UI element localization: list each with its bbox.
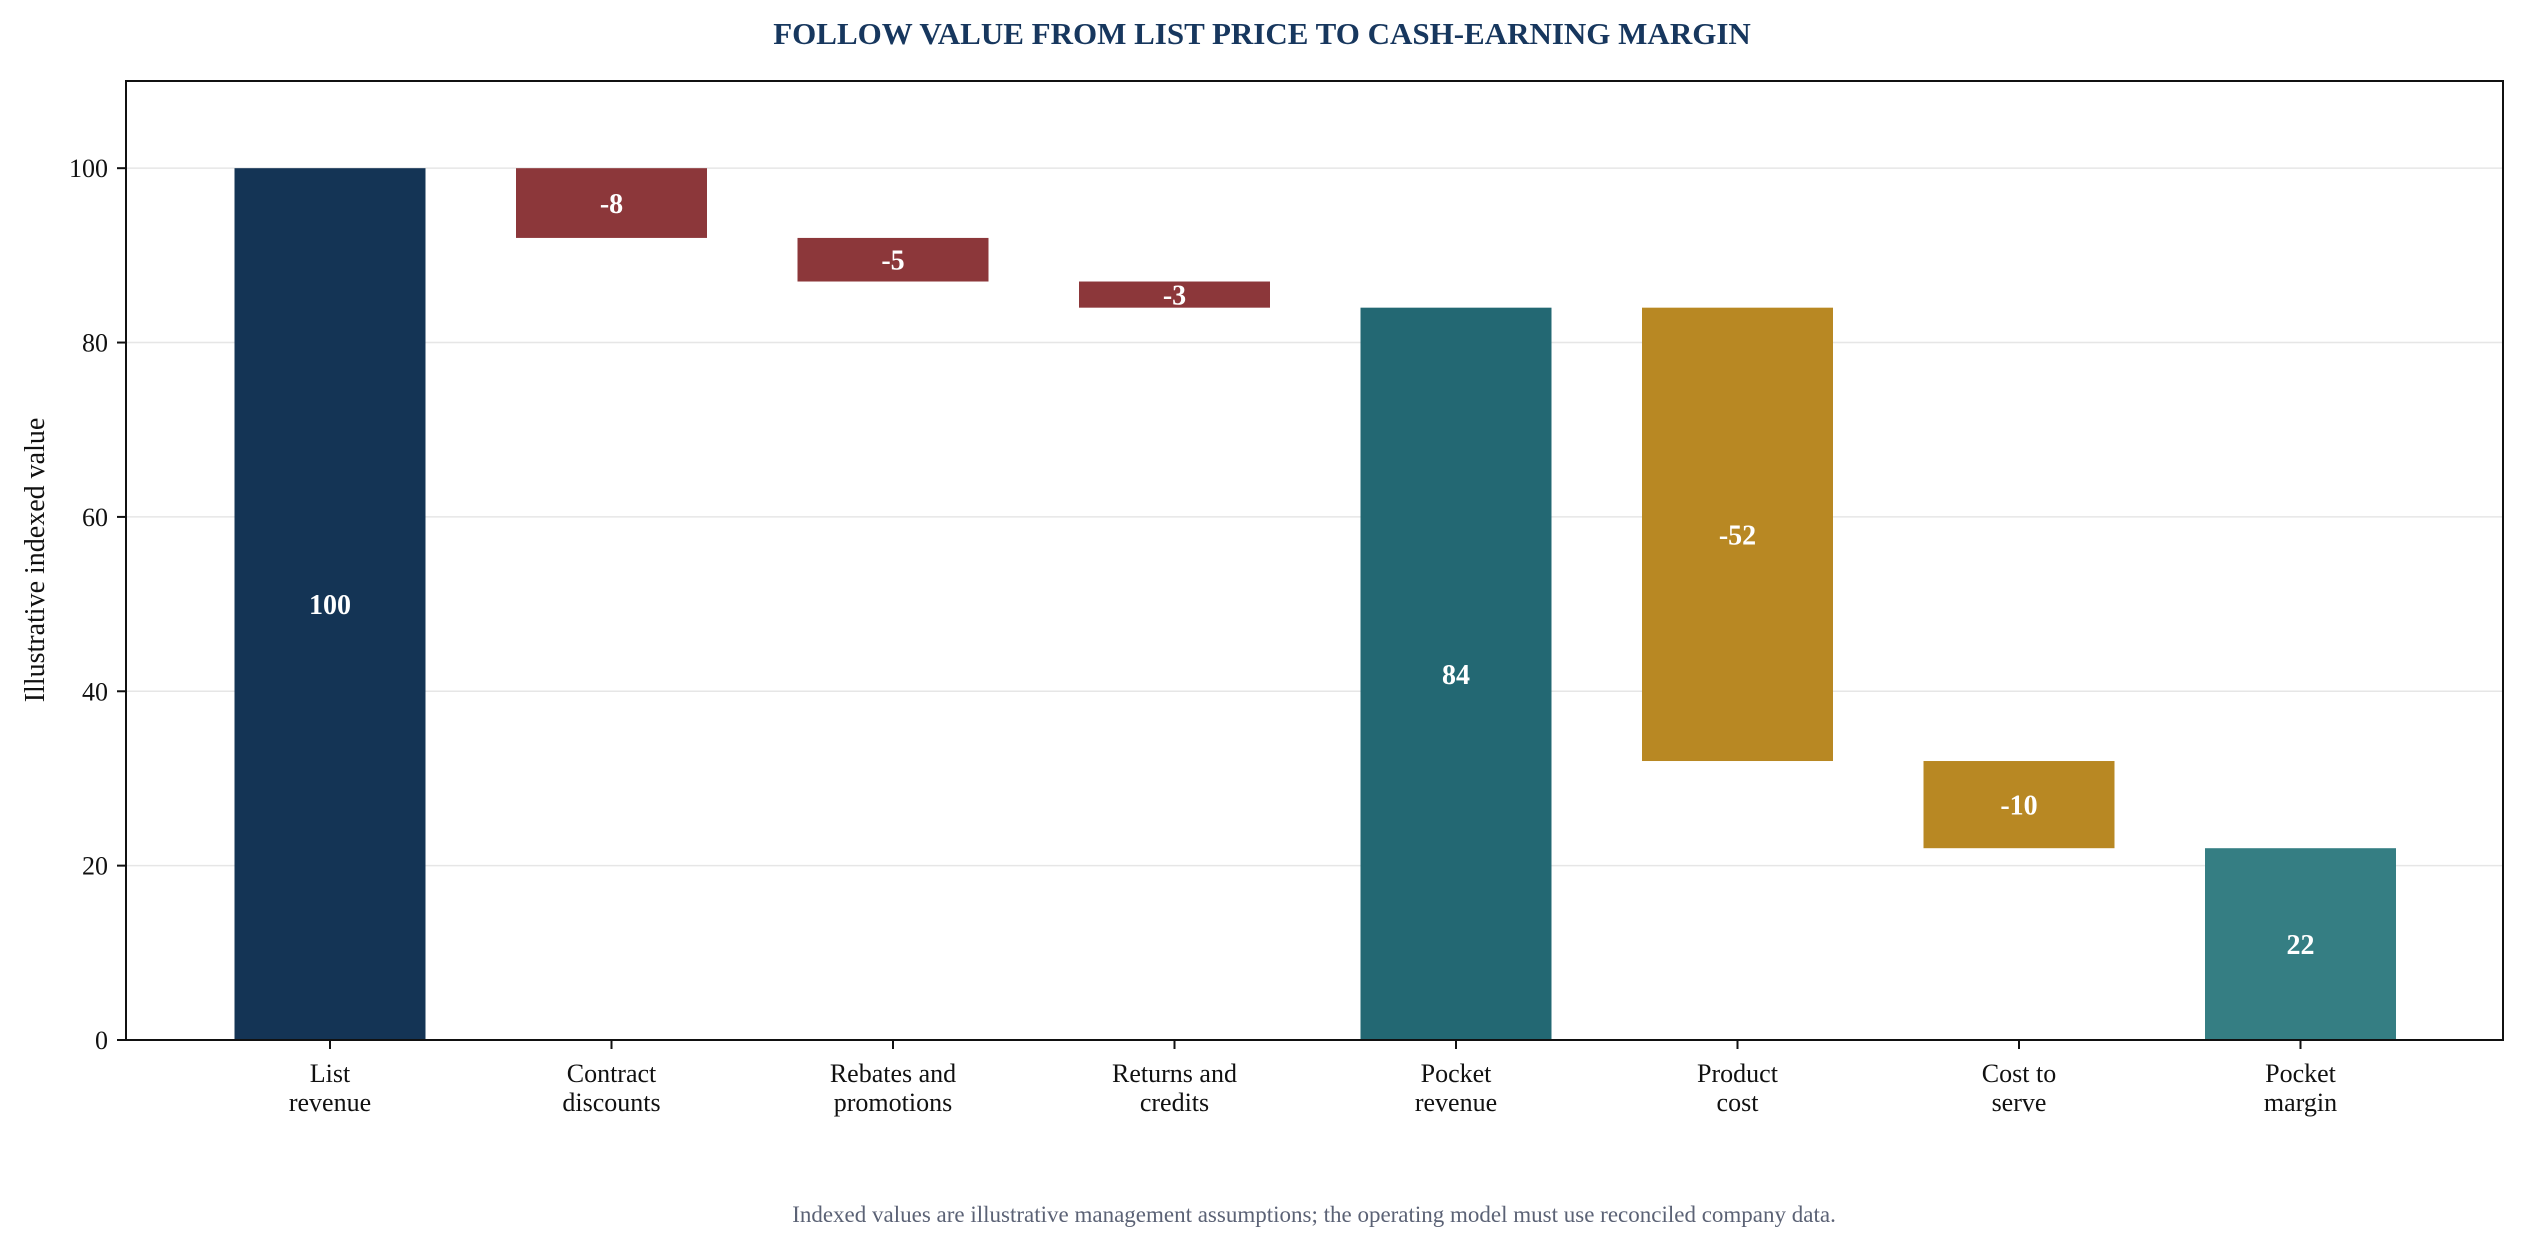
footnote: Indexed values are illustrative manageme… — [792, 1202, 1836, 1227]
x-tick-label: Cost to serve — [1982, 1059, 2056, 1117]
x-tick-label-line: Pocket — [2265, 1059, 2337, 1088]
x-tick-label-line: Contract — [567, 1059, 657, 1088]
x-tick-label-line: List — [310, 1059, 351, 1088]
y-axis: 0 20 40 60 80 100 — [69, 154, 126, 1055]
x-tick-label-line: Pocket — [1421, 1059, 1493, 1088]
x-tick-label-line: Rebates and — [830, 1059, 956, 1088]
bar — [516, 168, 707, 238]
y-tick-label: 40 — [82, 677, 108, 706]
bar — [1079, 281, 1270, 308]
bar — [1360, 307, 1552, 1040]
bars: 100 -8 -5 -3 84 -52 -10 22 — [234, 168, 2396, 1040]
bar — [234, 168, 426, 1040]
y-tick-label: 60 — [82, 503, 108, 532]
y-tick-label: 0 — [95, 1026, 108, 1055]
bar-value-label: 22 — [2287, 930, 2315, 961]
bar-value-label: 84 — [1442, 660, 1470, 691]
x-tick-label-line: promotions — [834, 1088, 952, 1117]
x-tick-label-line: Product — [1697, 1059, 1779, 1088]
x-tick-label-line: cost — [1717, 1088, 1760, 1117]
x-tick-label: Pocket margin — [2264, 1059, 2337, 1117]
x-tick-label-line: Cost to — [1982, 1059, 2056, 1088]
x-tick-label: Rebates and promotions — [830, 1059, 956, 1117]
y-axis-label: Illustrative indexed value — [20, 418, 51, 703]
y-tick-label: 80 — [82, 329, 108, 358]
plot-frame — [125, 80, 2504, 1041]
bar-value-label: -8 — [600, 189, 623, 220]
bar-value-label: -3 — [1163, 281, 1186, 312]
x-tick-label: Pocket revenue — [1415, 1059, 1497, 1117]
y-tick-label: 100 — [69, 154, 108, 183]
x-tick-label-line: serve — [1992, 1088, 2047, 1117]
x-tick-label: Product cost — [1697, 1059, 1779, 1117]
bar-value-label: -5 — [881, 246, 904, 277]
x-tick-label-line: margin — [2264, 1088, 2337, 1117]
bar-value-label: 100 — [309, 590, 351, 621]
y-tick-label: 20 — [82, 852, 108, 881]
x-tick-label: Returns and credits — [1112, 1059, 1237, 1117]
bar — [1642, 307, 1833, 762]
x-tick-label: List revenue — [289, 1059, 371, 1117]
chart-title: FOLLOW VALUE FROM LIST PRICE TO CASH-EAR… — [773, 16, 1751, 51]
bar-value-label: -10 — [2000, 791, 2037, 822]
bar — [1923, 761, 2115, 849]
x-tick-label: Contract discounts — [562, 1059, 660, 1117]
bar — [797, 237, 989, 282]
x-tick-label-line: revenue — [289, 1088, 371, 1117]
x-tick-label-line: discounts — [562, 1088, 660, 1117]
x-tick-label-line: revenue — [1415, 1088, 1497, 1117]
x-tick-label-line: credits — [1140, 1088, 1209, 1117]
x-tick-label-line: Returns and — [1112, 1059, 1237, 1088]
bar — [2205, 848, 2396, 1040]
bar-value-label: -52 — [1719, 520, 1756, 551]
gridlines — [126, 167, 2503, 867]
